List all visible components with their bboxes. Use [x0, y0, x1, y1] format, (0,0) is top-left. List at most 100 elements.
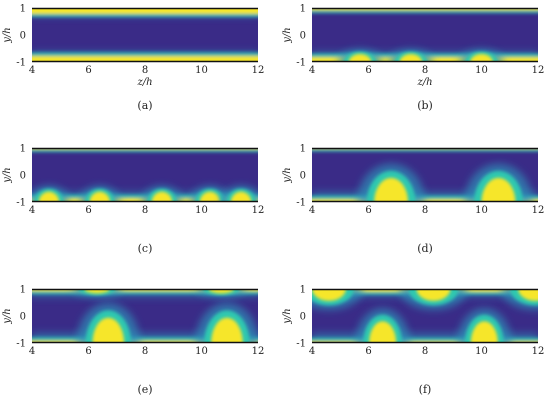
y-tick-label: 1: [20, 4, 26, 15]
bottom-wall-layer: [32, 337, 258, 343]
x-tick-label: 6: [85, 65, 91, 76]
heatmap-field: [312, 8, 538, 62]
y-axis-label: y/h: [282, 167, 293, 183]
x-tick-label: 10: [195, 346, 208, 357]
top-wall-layer: [32, 289, 258, 295]
x-tick-label: 10: [475, 346, 488, 357]
panel-caption: (b): [417, 99, 433, 112]
y-tick-label: 0: [20, 171, 26, 182]
x-tick-label: 10: [195, 65, 208, 76]
panel-caption: (c): [138, 242, 153, 255]
top-plume: [312, 289, 363, 310]
y-axis-label: y/h: [2, 167, 13, 183]
y-tick-label: 1: [300, 4, 306, 15]
x-tick-label: 8: [422, 65, 428, 76]
y-axis-label: y/h: [282, 308, 293, 324]
x-tick-label: 8: [422, 205, 428, 216]
x-tick-label: 6: [365, 346, 371, 357]
heatmap-field: [32, 8, 258, 62]
x-tick-label: 12: [532, 346, 545, 357]
bottom-plume: [79, 185, 121, 202]
top-wall-layer: [32, 148, 258, 153]
x-tick-label: 4: [309, 346, 315, 357]
y-tick-label: 0: [300, 31, 306, 42]
y-tick-label: 0: [300, 312, 306, 323]
top-plume: [399, 289, 468, 310]
bottom-wall-core: [32, 56, 258, 62]
bottom-wall-core: [312, 199, 538, 202]
bottom-plume: [357, 163, 425, 202]
y-tick-label: -1: [296, 58, 306, 69]
x-tick-label: 12: [252, 205, 265, 216]
panel-caption: (a): [137, 99, 152, 112]
x-tick-label: 10: [475, 65, 488, 76]
bottom-plume: [32, 185, 70, 202]
bottom-plume: [464, 163, 533, 202]
panel-caption: (e): [137, 383, 152, 396]
y-tick-label: 0: [20, 312, 26, 323]
bottom-wall-layer: [312, 195, 538, 202]
top-plume: [501, 289, 538, 310]
bottom-plume: [141, 185, 183, 202]
x-tick-label: 4: [309, 205, 315, 216]
x-tick-label: 12: [252, 65, 265, 76]
y-axis-label: y/h: [2, 308, 13, 324]
bottom-plume: [189, 185, 231, 202]
y-tick-label: 1: [300, 285, 306, 296]
y-tick-label: -1: [16, 198, 26, 209]
bottom-plume: [355, 308, 410, 343]
bottom-plume: [76, 302, 140, 343]
bottom-wall-layer: [312, 337, 538, 343]
x-tick-label: 4: [29, 65, 35, 76]
x-tick-label: 12: [252, 346, 265, 357]
x-tick-label: 12: [532, 65, 545, 76]
heatmap-field: [32, 289, 258, 343]
bottom-plume: [337, 49, 383, 62]
top-wall-core: [32, 8, 258, 14]
x-tick-label: 4: [29, 205, 35, 216]
y-tick-label: 1: [20, 144, 26, 155]
bottom-plume: [457, 308, 512, 343]
top-wall-layer: [312, 148, 538, 152]
y-tick-label: 0: [300, 171, 306, 182]
heatmap-field: [32, 148, 258, 202]
bottom-plume: [458, 49, 505, 62]
x-tick-label: 10: [195, 205, 208, 216]
y-tick-label: -1: [16, 58, 26, 69]
top-wall-core: [312, 8, 538, 11]
x-axis-label: z/h: [136, 77, 152, 88]
y-axis-label: y/h: [2, 27, 13, 43]
bottom-plume: [220, 185, 258, 202]
x-tick-label: 6: [365, 65, 371, 76]
y-tick-label: -1: [296, 198, 306, 209]
top-wall-layer: [312, 8, 538, 14]
y-tick-label: 1: [20, 285, 26, 296]
heatmap-field: [312, 289, 538, 343]
x-tick-label: 8: [142, 205, 148, 216]
x-tick-label: 4: [309, 65, 315, 76]
bottom-plume: [388, 49, 434, 62]
x-tick-label: 6: [365, 205, 371, 216]
x-tick-label: 4: [29, 346, 35, 357]
y-tick-label: 1: [300, 144, 306, 155]
panel-caption: (d): [417, 242, 433, 255]
x-tick-label: 8: [142, 346, 148, 357]
x-tick-label: 12: [532, 205, 545, 216]
y-tick-label: -1: [16, 339, 26, 350]
x-tick-label: 10: [475, 205, 488, 216]
x-tick-label: 6: [85, 205, 91, 216]
x-tick-label: 8: [142, 65, 148, 76]
y-tick-label: 0: [20, 31, 26, 42]
panel-caption: (f): [419, 383, 432, 396]
heatmap-field: [312, 148, 538, 202]
y-axis-label: y/h: [282, 27, 293, 43]
y-tick-label: -1: [296, 339, 306, 350]
bottom-plume: [195, 302, 258, 343]
